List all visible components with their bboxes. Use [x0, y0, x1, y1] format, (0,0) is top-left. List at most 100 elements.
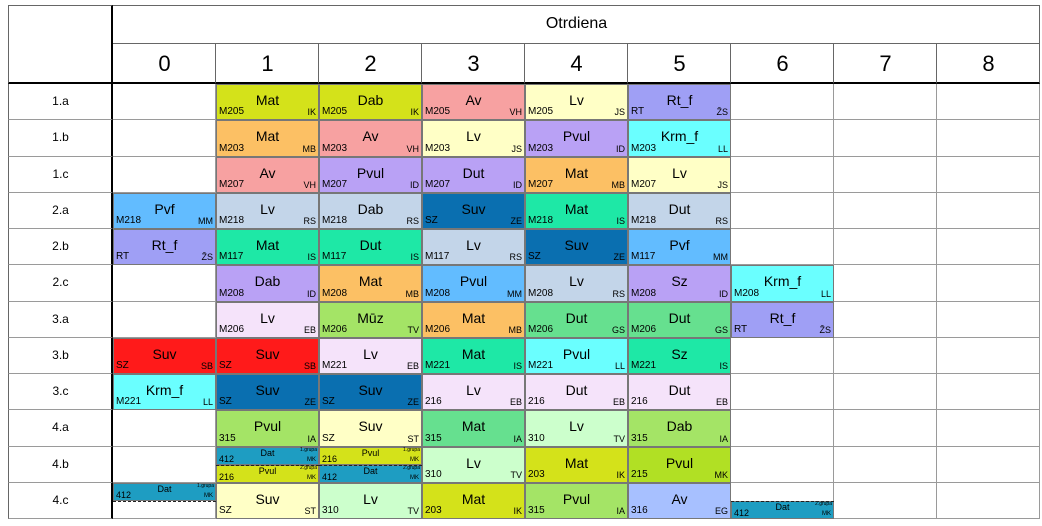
teacher: LL [202, 397, 213, 408]
teacher: JS [511, 143, 522, 154]
teacher: ŽS [716, 107, 728, 118]
room: RT [631, 106, 645, 118]
column-header [937, 44, 1040, 84]
subject: Mat [564, 200, 589, 217]
lesson-cell [422, 229, 525, 266]
room: 412 [322, 471, 338, 482]
teacher: MM [507, 288, 522, 299]
lesson-cell [216, 337, 319, 374]
grid-cell [834, 84, 937, 121]
room: 412 [116, 489, 132, 500]
room: 412 [219, 453, 235, 464]
lesson-cell [113, 374, 216, 411]
room: SZ [425, 215, 438, 226]
lesson-cell [216, 229, 319, 266]
room: M203 [528, 142, 554, 154]
lesson-cell [731, 301, 834, 338]
row-label: 4.a [52, 420, 69, 435]
subject: Pvf [154, 200, 175, 217]
teacher: EB [509, 397, 522, 408]
row-header [8, 482, 113, 519]
column-header [113, 44, 216, 84]
lesson-cell [628, 446, 731, 483]
lesson-cell [216, 374, 319, 411]
lesson-cell [628, 301, 731, 338]
subject: Sz [671, 273, 688, 290]
subject: Av [671, 490, 688, 507]
lesson-cell [525, 229, 628, 266]
grid-cell [834, 120, 937, 157]
lesson-cell [525, 265, 628, 302]
grid-cell [834, 446, 937, 483]
room: M208 [219, 287, 245, 299]
room: M203 [425, 142, 451, 154]
grid-cell [731, 84, 834, 121]
room: SZ [219, 360, 232, 371]
room: M208 [734, 287, 760, 299]
grid-cell [113, 265, 216, 302]
lesson-cell [216, 156, 319, 193]
lesson-cell [525, 156, 628, 193]
grid-cell [834, 229, 937, 266]
lesson-cell [216, 446, 319, 465]
teacher: MK [204, 492, 213, 499]
subject: Pvul [665, 454, 694, 471]
subject: Dab [666, 418, 693, 435]
column-label: 8 [982, 51, 995, 76]
lesson-cell [319, 192, 422, 229]
room: SZ [116, 360, 129, 371]
subject: Suv [255, 345, 280, 362]
row-label: 2.c [52, 275, 69, 290]
subject: Dut [668, 200, 691, 217]
room: SZ [219, 505, 232, 516]
subject: Lv [569, 418, 584, 435]
teacher: IA [513, 433, 522, 444]
group: 2.grupa [300, 464, 317, 471]
teacher: JS [614, 107, 625, 118]
room: RT [734, 323, 748, 335]
teacher: SB [200, 361, 213, 371]
room: 315 [425, 432, 442, 444]
room: M206 [219, 323, 245, 335]
column-label: 4 [570, 51, 583, 76]
subject: Dut [462, 164, 485, 181]
teacher: ID [410, 179, 419, 190]
teacher: MK [714, 469, 729, 480]
teacher: ZE [304, 397, 316, 408]
row-header [8, 229, 113, 266]
teacher: ZE [613, 252, 625, 263]
teacher: TV [510, 469, 522, 480]
teacher: MM [713, 252, 728, 263]
subject: Suv [255, 490, 280, 507]
teacher: MK [410, 456, 419, 463]
subject: Mat [461, 490, 486, 507]
row-label: 1.c [52, 166, 69, 181]
lesson-cell [422, 337, 525, 374]
room: M218 [631, 215, 657, 226]
subject: Krm_f [145, 382, 184, 398]
lesson-cell [525, 446, 628, 483]
subject: Lv [260, 200, 275, 217]
teacher: TV [407, 324, 419, 335]
grid-cell [731, 337, 834, 374]
subject: Dut [565, 309, 588, 326]
grid-cell [834, 192, 937, 229]
room: M206 [322, 323, 348, 335]
column-header [628, 44, 731, 84]
room: M203 [322, 142, 348, 154]
subject: Rt_f [769, 309, 796, 326]
teacher: ID [616, 143, 625, 154]
subject: Krm_f [763, 273, 802, 290]
teacher: GS [611, 324, 625, 335]
grid-cell [113, 446, 216, 483]
room: 412 [734, 508, 750, 518]
teacher: MB [611, 179, 626, 190]
grid-cell [834, 410, 937, 447]
lesson-cell [319, 265, 422, 302]
lesson-cell [319, 410, 422, 447]
row-label: 3.b [52, 347, 69, 362]
room: M218 [219, 215, 245, 226]
lesson-cell [422, 446, 525, 483]
grid-cell [937, 120, 1040, 157]
group-divider [216, 464, 319, 466]
